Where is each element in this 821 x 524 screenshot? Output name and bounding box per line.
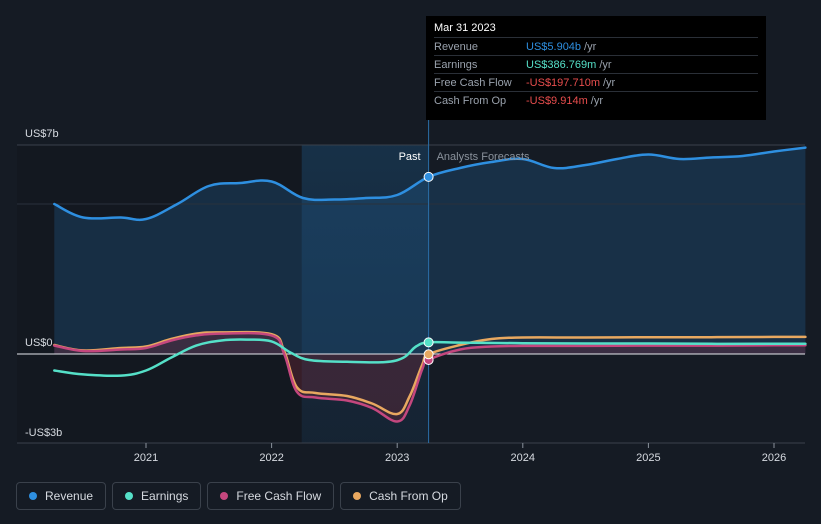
tooltip-label: Cash From Op (434, 94, 507, 107)
tooltip-unit: /yr (590, 94, 603, 107)
series-line-free-cash-flow (53, 331, 807, 423)
tooltip-value: US$5.904b (526, 40, 582, 53)
tooltip-value: -US$9.914m (526, 94, 588, 107)
marker-cash-from-op (423, 349, 434, 360)
legend-item-revenue[interactable]: Revenue (16, 482, 107, 510)
legend-dot-icon (125, 492, 134, 500)
legend-dot-icon (353, 492, 362, 500)
y-tick-label: US$0 (25, 337, 53, 349)
forecast-label: Analysts Forecasts (437, 151, 530, 163)
x-tick-label: 2025 (636, 452, 660, 464)
tooltip-label: Revenue (434, 40, 479, 53)
legend-label: Revenue (45, 489, 94, 503)
tooltip-row-cash-from-op: Cash From Op -US$9.914m /yr (434, 91, 758, 109)
tooltip-row-free-cash-flow: Free Cash Flow -US$197.710m /yr (434, 73, 758, 91)
legend-label: Free Cash Flow (236, 489, 322, 503)
past-label: Past (399, 151, 421, 163)
x-tick-label: 2022 (259, 452, 283, 464)
tooltip-row-revenue: Revenue US$5.904b /yr (434, 37, 758, 55)
tooltip-label: Free Cash Flow (434, 76, 512, 89)
legend-item-earnings[interactable]: Earnings (112, 482, 202, 510)
legend-item-cash-from-op[interactable]: Cash From Op (340, 482, 461, 510)
y-tick-label: -US$3b (25, 427, 62, 439)
legend-dot-icon (220, 492, 229, 500)
revenue-area (54, 147, 806, 354)
legend-label: Earnings (141, 489, 189, 503)
legend-label: Cash From Op (369, 489, 448, 503)
series-line-earnings (53, 338, 807, 378)
series-line-cash-from-op (53, 330, 807, 416)
legend-item-free-cash-flow[interactable]: Free Cash Flow (207, 482, 335, 510)
tooltip-row-earnings: Earnings US$386.769m /yr (434, 55, 758, 73)
tooltip: Mar 31 2023 Revenue US$5.904b /yr Earnin… (426, 16, 766, 120)
marker-earnings (423, 337, 434, 348)
marker-revenue (423, 171, 434, 182)
x-tick-label: 2024 (511, 452, 535, 464)
y-tick-label: US$7b (25, 128, 59, 140)
tooltip-unit: /yr (584, 40, 597, 53)
x-tick-label: 2026 (762, 452, 786, 464)
x-tick-label: 2021 (134, 452, 158, 464)
tooltip-label: Earnings (434, 58, 478, 71)
tooltip-unit: /yr (599, 58, 612, 71)
tooltip-unit: /yr (603, 76, 616, 89)
x-tick-label: 2023 (385, 452, 409, 464)
tooltip-date: Mar 31 2023 (434, 22, 496, 34)
chart-svg: US$7b US$0 -US$3b 2021 2022 2023 2024 2025 2026 P… (17, 120, 807, 464)
chart-area: US$7b US$0 -US$3b 2021 2022 2023 2024 2025 2026 P… (17, 120, 807, 464)
tooltip-value: -US$197.710m (526, 76, 600, 89)
legend-dot-icon (29, 492, 37, 500)
tooltip-value: US$386.769m (526, 58, 597, 71)
legend: Revenue Earnings Free Cash Flow Cash Fro… (16, 482, 461, 510)
